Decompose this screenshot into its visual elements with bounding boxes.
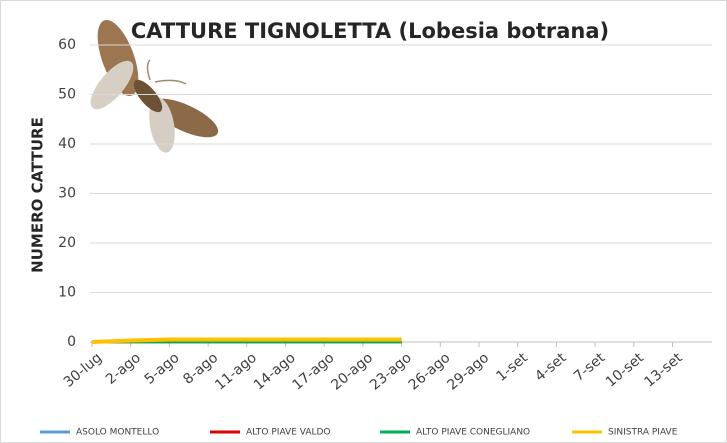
chart-title: CATTURE TIGNOLETTA (Lobesia botrana) <box>131 19 609 43</box>
y-tick-label: 30 <box>58 186 76 202</box>
series-line <box>91 337 402 344</box>
y-tick-label: 40 <box>58 136 76 152</box>
legend-label: ASOLO MONTELLO <box>76 428 159 438</box>
moth-illustration <box>90 20 219 153</box>
legend-label: SINISTRA PIAVE <box>608 428 678 438</box>
y-tick-label: 60 <box>58 37 76 53</box>
y-axis-label: NUMERO CATTURE <box>29 117 47 273</box>
y-tick-label: 0 <box>67 334 76 350</box>
y-tick-label: 50 <box>58 87 76 103</box>
y-tick-label: 10 <box>58 285 76 301</box>
y-tick-label: 20 <box>58 235 76 251</box>
legend-label: ALTO PIAVE CONEGLIANO <box>416 428 530 438</box>
legend-label: ALTO PIAVE VALDO <box>246 428 331 438</box>
